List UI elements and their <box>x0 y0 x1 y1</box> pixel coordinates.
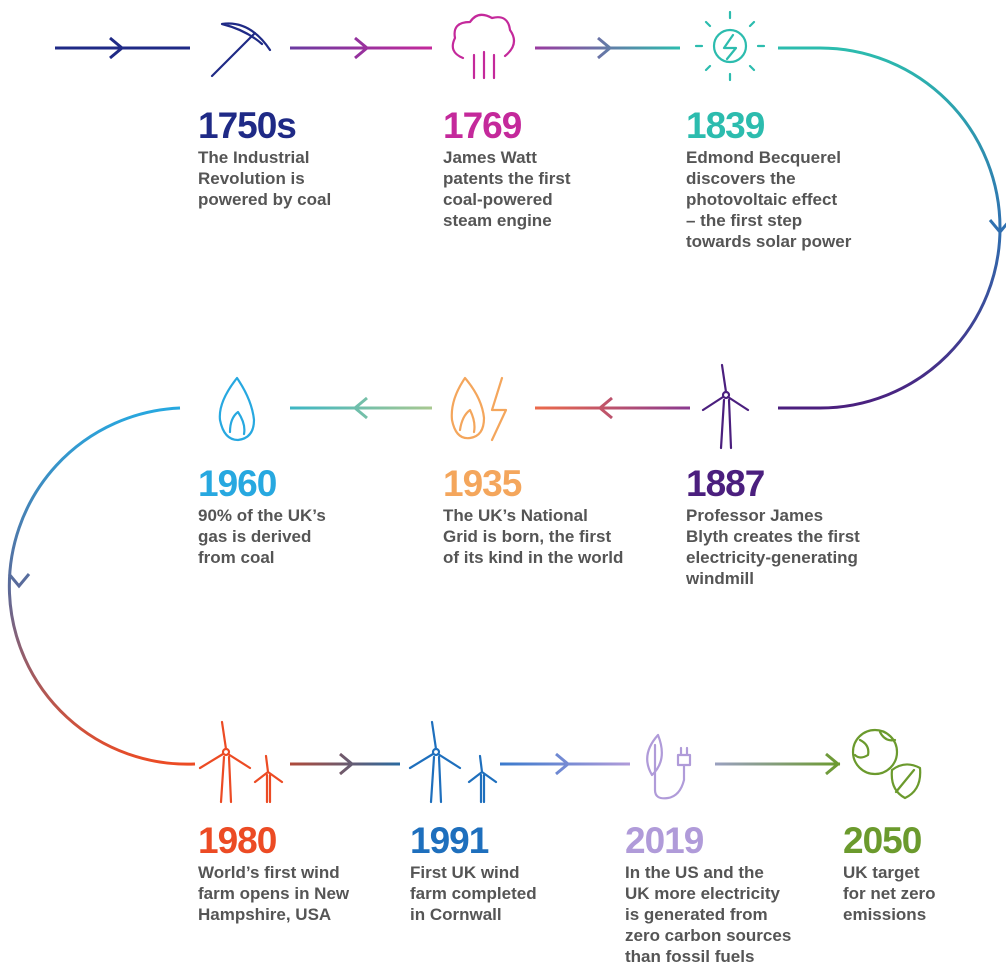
event-labels: 1750s The Industrial Revolution is powered … <box>198 105 936 966</box>
solar-icon <box>694 10 766 82</box>
event-description: James Watt <box>443 148 537 167</box>
event-description: farm opens in New <box>198 884 350 903</box>
event-description: The UK’s National <box>443 506 588 525</box>
pickaxe-icon <box>210 22 272 78</box>
event-description: Grid is born, the first <box>443 527 611 546</box>
event-description: Professor James <box>686 506 823 525</box>
event-description: powered by coal <box>198 190 331 209</box>
event-description: gas is derived <box>198 527 311 546</box>
event-description: – the first step <box>686 211 802 230</box>
event-description: UK more electricity <box>625 884 780 903</box>
event-description: of its kind in the world <box>443 548 623 567</box>
event-year: 1769 <box>443 105 522 146</box>
event-description: UK target <box>843 863 920 882</box>
steam-icon <box>451 13 516 80</box>
event-year: 1980 <box>198 820 277 861</box>
event-description: First UK wind <box>410 863 520 882</box>
event-description: zero carbon sources <box>625 926 791 945</box>
event-description: from coal <box>198 548 275 567</box>
icons <box>198 10 922 804</box>
event-description: coal-powered <box>443 190 553 209</box>
event-description: windmill <box>685 569 754 588</box>
event-description: World’s first wind <box>198 863 340 882</box>
event-description: for net zero <box>843 884 936 903</box>
event-description: Edmond Becquerel <box>686 148 841 167</box>
event-description: patents the first <box>443 169 571 188</box>
event-year: 2050 <box>843 820 922 861</box>
wind-farm-icon <box>198 720 284 804</box>
event-description: than fossil fuels <box>625 947 754 966</box>
event-description: towards solar power <box>686 232 852 251</box>
event-description: steam engine <box>443 211 552 230</box>
event-year: 2019 <box>625 820 704 861</box>
event-description: in Cornwall <box>410 905 502 924</box>
event-year: 1991 <box>410 820 489 861</box>
event-year: 1750s <box>198 105 296 146</box>
event-description: emissions <box>843 905 926 924</box>
event-description: photovoltaic effect <box>686 190 837 209</box>
event-year: 1887 <box>686 463 764 504</box>
event-description: discovers the <box>686 169 796 188</box>
plug-icon <box>646 733 692 800</box>
event-description: The Industrial <box>198 148 309 167</box>
event-description: 90% of the UK’s <box>198 506 326 525</box>
event-year: 1839 <box>686 105 765 146</box>
event-description: is generated from <box>625 905 768 924</box>
globe-leaf-icon <box>851 728 922 800</box>
timeline-path <box>7 36 1006 776</box>
event-description: Revolution is <box>198 169 305 188</box>
event-year: 1935 <box>443 463 522 504</box>
windmill-icon <box>701 363 750 450</box>
event-description: Blyth creates the first <box>686 527 860 546</box>
event-description: electricity-generating <box>686 548 858 567</box>
event-year: 1960 <box>198 463 277 504</box>
event-description: Hampshire, USA <box>198 905 331 924</box>
flame-bolt-icon <box>450 376 508 442</box>
wind-farm-icon <box>408 720 498 804</box>
event-description: In the US and the <box>625 863 764 882</box>
flame-icon <box>218 376 256 442</box>
event-description: farm completed <box>410 884 537 903</box>
